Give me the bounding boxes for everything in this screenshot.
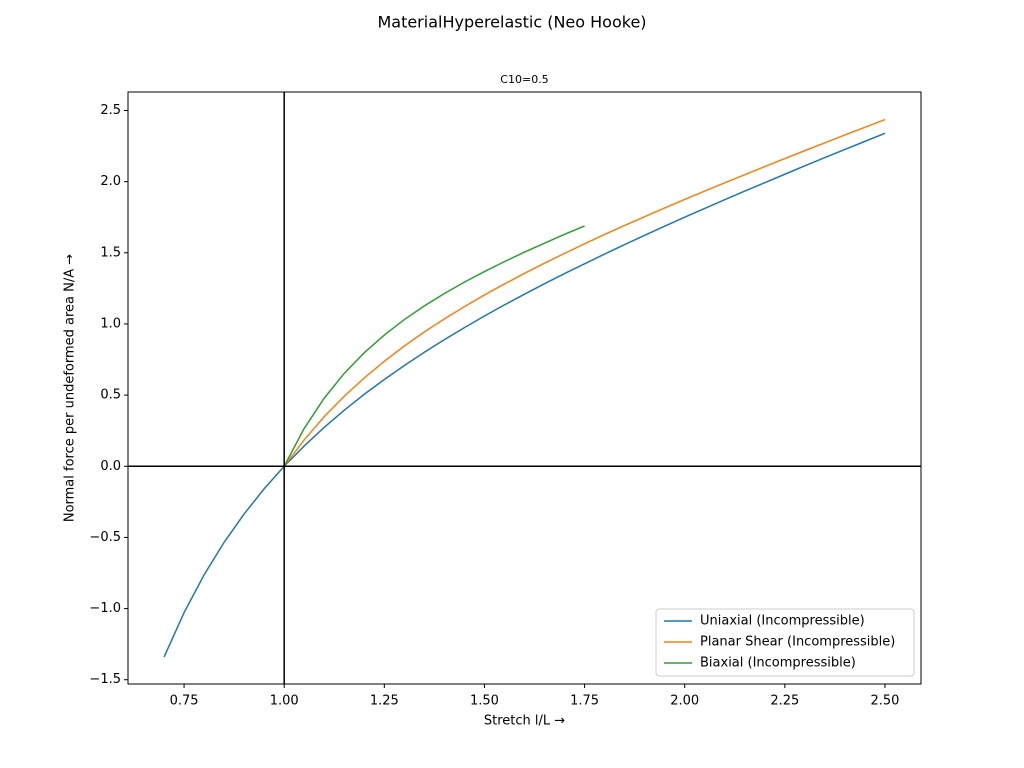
data-line [283,118,886,467]
y-tick-label: 1.0 [100,316,121,331]
x-tick-label: 2.00 [670,694,699,709]
legend-label: Uniaxial (Incompressible) [700,614,865,629]
chart-subtitle: C10=0.5 [500,73,548,86]
x-tick-label: 2.50 [870,694,899,709]
legend-label: Planar Shear (Incompressible) [700,635,895,650]
y-axis-label: Normal force per undeformed area N/A → [63,254,78,522]
y-tick-label: 2.0 [100,174,121,189]
x-tick-label: 1.25 [370,694,399,709]
y-tick-label: 0.5 [100,388,121,403]
chart-title: MaterialHyperelastic (Neo Hooke) [377,13,646,32]
x-tick-label: 1.75 [570,694,599,709]
data-line [283,225,585,467]
y-tick-label: −1.0 [89,601,121,616]
legend-box [655,608,915,677]
y-tick-label: −0.5 [89,530,121,545]
x-axis-label: Stretch l/L → [484,714,565,729]
plot-frame [127,91,922,685]
x-tick-label: 2.25 [770,694,799,709]
x-tick-label: 1.00 [270,694,299,709]
legend: Uniaxial (Incompressible) Planar Shear (I… [655,608,915,677]
y-tick-label: 2.5 [100,103,121,118]
y-tick-label: −1.5 [89,672,121,687]
x-tick-label: 1.50 [470,694,499,709]
legend-label: Biaxial (Incompressible) [700,656,856,671]
x-tick-label: 0.75 [170,694,199,709]
y-tick-label: 0.0 [100,459,121,474]
y-tick-label: 1.5 [100,245,121,260]
